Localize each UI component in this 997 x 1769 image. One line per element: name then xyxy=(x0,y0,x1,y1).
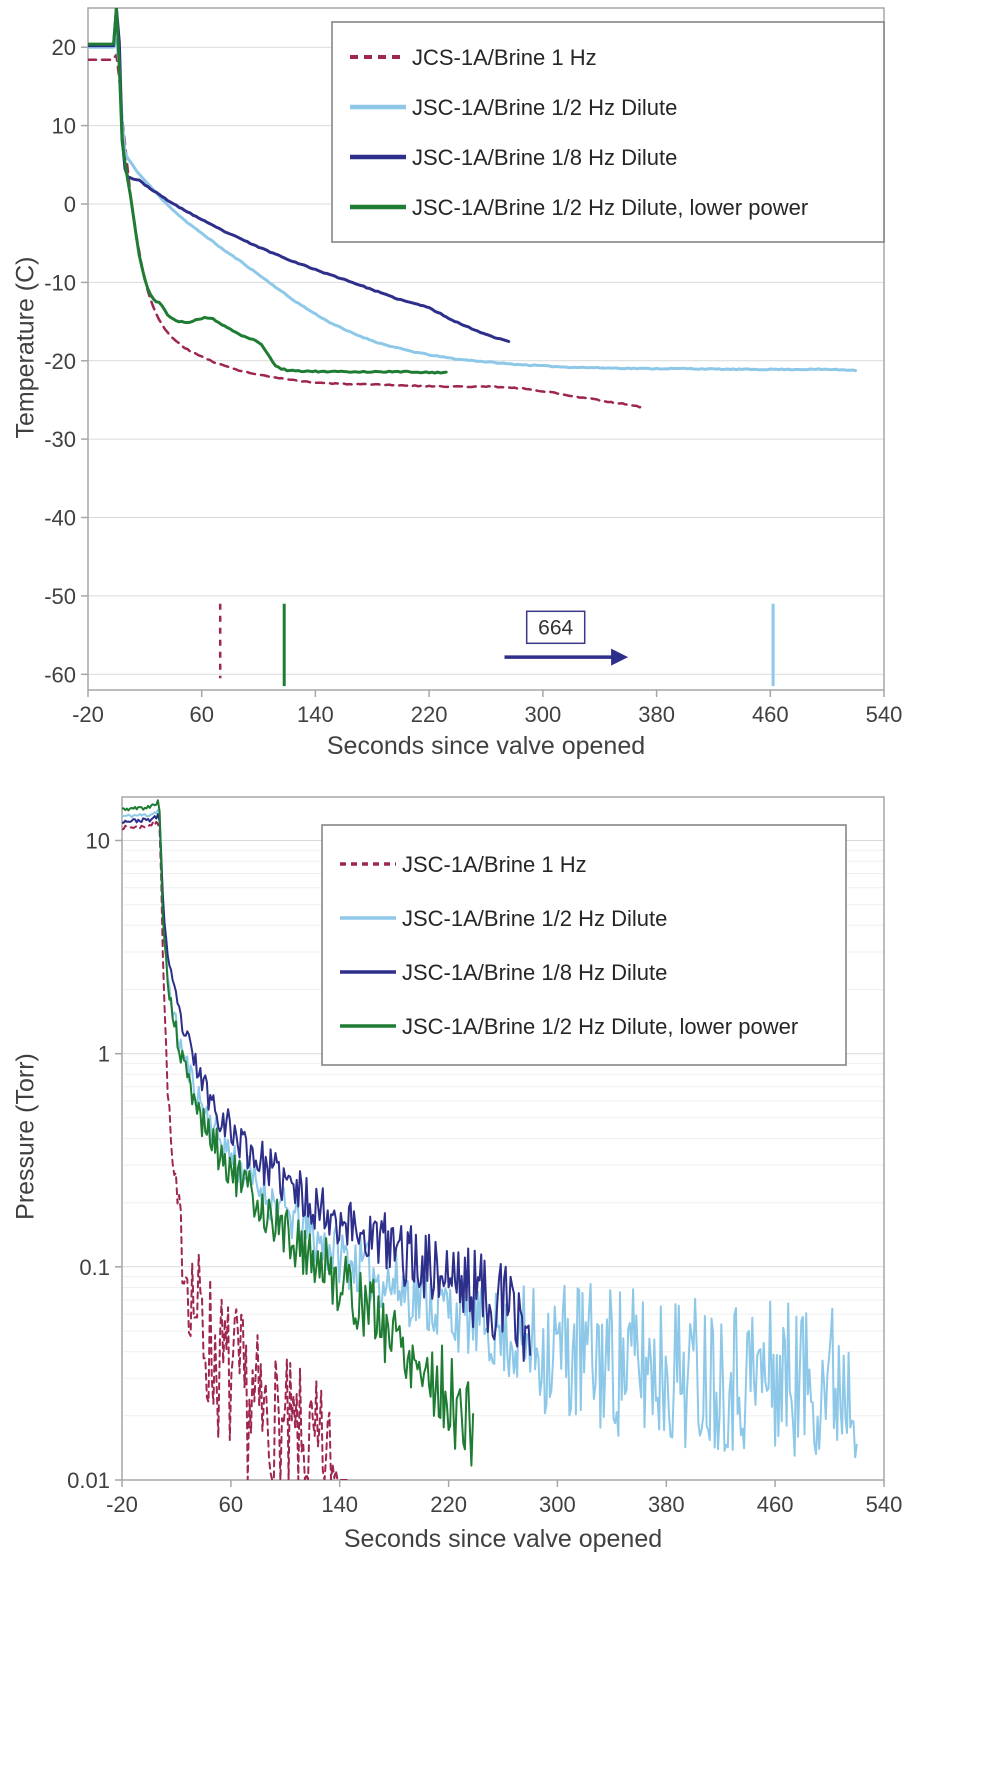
series-group xyxy=(122,799,858,1480)
y-tick-label: -40 xyxy=(44,506,76,531)
axis-ticks: -20 60 140 220 300 380 460 540 20 10 0 -10 -20 -30 -40… xyxy=(44,35,902,727)
series-line-brine-eighth-hz-dilute xyxy=(122,813,532,1362)
x-tick-label: 300 xyxy=(539,1492,576,1517)
x-tick-label: 540 xyxy=(866,702,903,727)
axis-ticks: -20 60 140 220 300 380 460 540 10 1 0.1 0.01 xyxy=(67,829,902,1518)
plot-border xyxy=(121,796,885,1481)
temperature-plot-svg: 664 -20 60 140 220 300 380 460 540 20 10 0 -10 -20 -30… xyxy=(44,7,902,727)
series-line-brine-half-hz-dilute xyxy=(122,808,858,1459)
temperature-chart: Temperature (C) Seconds since valve open… xyxy=(0,0,997,775)
x-tick-label: 460 xyxy=(757,1492,794,1517)
x-tick-label: 220 xyxy=(411,702,448,727)
legend-label-brine-1hz: JCS-1A/Brine 1 Hz xyxy=(412,45,597,70)
x-tick-label: 60 xyxy=(189,702,213,727)
y-tick-label: -60 xyxy=(44,662,76,687)
legend-label-brine-eighth-hz-dilute: JSC-1A/Brine 1/8 Hz Dilute xyxy=(402,960,667,985)
y-tick-label: 0 xyxy=(64,192,76,217)
y-tick-label: -10 xyxy=(44,270,76,295)
y-tick-label: 1 xyxy=(98,1042,110,1067)
x-tick-label: 60 xyxy=(219,1492,243,1517)
legend-label-brine-half-hz-dilute: JSC-1A/Brine 1/2 Hz Dilute xyxy=(412,95,677,120)
x-tick-label: -20 xyxy=(72,702,104,727)
legend-label-brine-half-hz-dilute-lower-power: JSC-1A/Brine 1/2 Hz Dilute, lower power xyxy=(412,195,808,220)
series-group xyxy=(88,8,858,410)
annotation-text: 664 xyxy=(538,616,573,639)
y-tick-label: 10 xyxy=(86,829,110,854)
legend-label-brine-1hz: JSC-1A/Brine 1 Hz xyxy=(402,852,587,877)
x-tick-label: 140 xyxy=(321,1492,358,1517)
series-line-brine-half-hz-dilute xyxy=(88,37,858,373)
series-line-brine-1hz xyxy=(88,53,647,410)
legend-label-brine-eighth-hz-dilute: JSC-1A/Brine 1/8 Hz Dilute xyxy=(412,145,677,170)
x-tick-label: -20 xyxy=(106,1492,138,1517)
series-line-brine-1hz xyxy=(122,820,350,1480)
legend-label-brine-half-hz-dilute-lower-power: JSC-1A/Brine 1/2 Hz Dilute, lower power xyxy=(402,1014,798,1039)
x-tick-label: 460 xyxy=(752,702,789,727)
y-tick-label: -30 xyxy=(44,427,76,452)
x-tick-label: 540 xyxy=(866,1492,903,1517)
x-tick-label: 220 xyxy=(430,1492,467,1517)
annotation-arrow-head xyxy=(611,648,629,666)
annotation-box xyxy=(525,610,586,645)
legend: JCS-1A/Brine 1 Hz JSC-1A/Brine 1/2 Hz Dil… xyxy=(331,21,885,243)
series-line-brine-half-hz-dilute-lower-power xyxy=(88,8,448,375)
x-tick-label: 380 xyxy=(638,702,675,727)
pressure-plot-svg: -20 60 140 220 300 380 460 540 10 1 0.1 0.01 JSC-1A/… xyxy=(67,796,902,1518)
pressure-chart: Pressure (Torr) Seconds since valve open… xyxy=(0,775,997,1769)
legend: JSC-1A/Brine 1 Hz JSC-1A/Brine 1/2 Hz Dil… xyxy=(321,824,847,1066)
series-line-brine-half-hz-dilute-lower-power xyxy=(122,799,475,1467)
series-line-brine-eighth-hz-dilute xyxy=(88,8,511,343)
y-tick-label: 0.01 xyxy=(67,1468,110,1493)
x-tick-label: 380 xyxy=(648,1492,685,1517)
y-tick-label: -20 xyxy=(44,349,76,374)
y-tick-label: -50 xyxy=(44,584,76,609)
y-tick-label: 20 xyxy=(52,35,76,60)
plot-border xyxy=(87,7,885,691)
y-tick-label: 10 xyxy=(52,114,76,139)
legend-box xyxy=(331,21,885,243)
x-tick-label: 140 xyxy=(297,702,334,727)
legend-box xyxy=(321,824,847,1066)
legend-label-brine-half-hz-dilute: JSC-1A/Brine 1/2 Hz Dilute xyxy=(402,906,667,931)
x-tick-label: 300 xyxy=(525,702,562,727)
y-tick-label: 0.1 xyxy=(79,1255,110,1280)
